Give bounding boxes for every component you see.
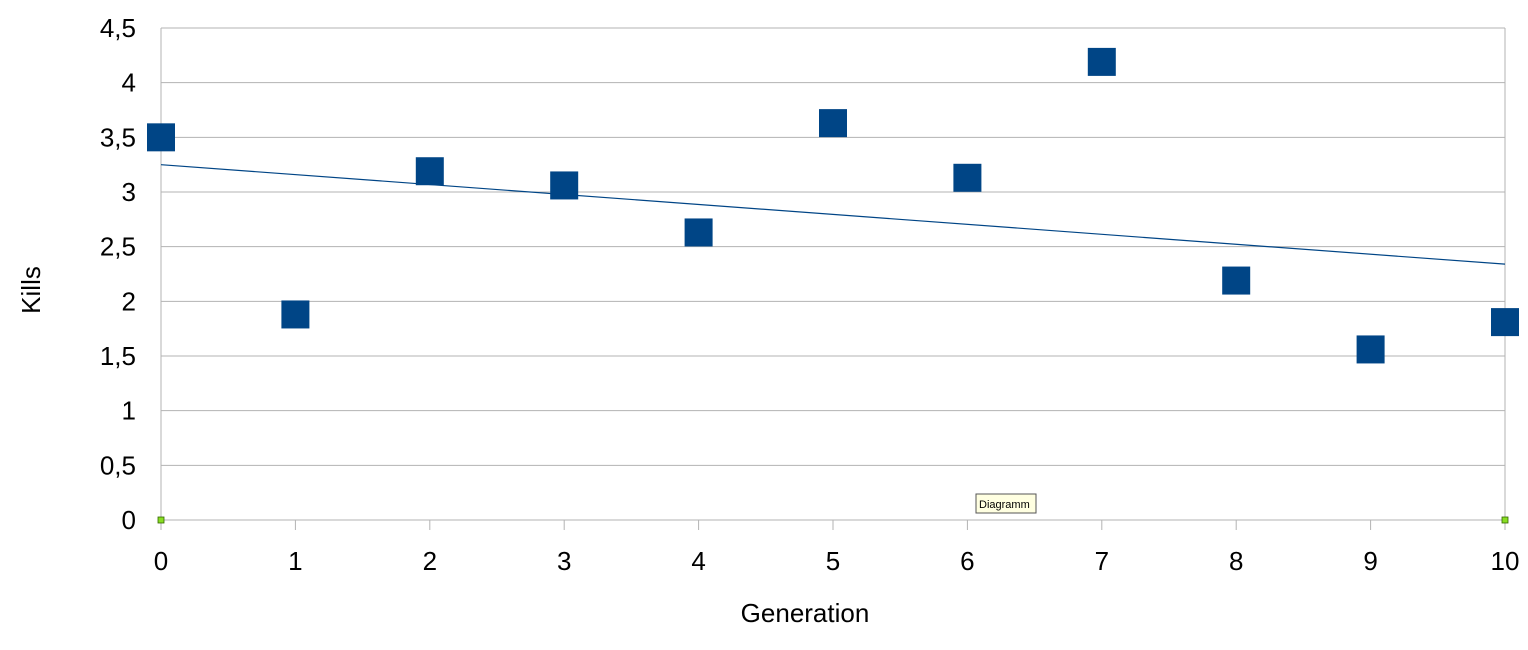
selection-handle[interactable] bbox=[1501, 516, 1509, 524]
selection-handle[interactable] bbox=[157, 516, 165, 524]
y-tick-label: 3 bbox=[122, 177, 136, 207]
x-tick-label: 1 bbox=[288, 546, 302, 576]
data-point bbox=[819, 109, 847, 138]
y-tick-labels: 0 0,5 1 1,5 2 2,5 3 3,5 4 4,5 bbox=[100, 13, 136, 535]
y-tick-label: 1,5 bbox=[100, 341, 136, 371]
x-tick-label: 9 bbox=[1363, 546, 1377, 576]
x-axis-title: Generation bbox=[741, 598, 870, 628]
selection-handles[interactable] bbox=[157, 516, 1509, 524]
data-point bbox=[1491, 308, 1519, 337]
y-tick-label: 4,5 bbox=[100, 13, 136, 43]
y-tick-label: 3,5 bbox=[100, 122, 136, 152]
x-tick-label: 2 bbox=[423, 546, 437, 576]
y-tick-label: 2 bbox=[122, 286, 136, 316]
data-points bbox=[147, 47, 1519, 364]
y-tick-label: 1 bbox=[122, 396, 136, 426]
y-tick-label: 2,5 bbox=[100, 232, 136, 262]
tooltip-text: Diagramm bbox=[979, 499, 1030, 511]
data-point bbox=[684, 218, 713, 247]
data-point bbox=[1356, 335, 1385, 364]
data-point bbox=[1222, 266, 1251, 295]
y-axis-title: Kills bbox=[16, 266, 46, 314]
data-point bbox=[1087, 47, 1116, 76]
x-tick-label: 0 bbox=[154, 546, 168, 576]
tooltip-box bbox=[975, 493, 1037, 514]
data-point bbox=[550, 171, 579, 200]
data-point bbox=[415, 157, 444, 186]
data-point bbox=[281, 300, 310, 329]
trendline-line bbox=[160, 164, 1506, 265]
y-tick-label: 0,5 bbox=[100, 450, 136, 480]
x-tick-label: 5 bbox=[826, 546, 840, 576]
data-point bbox=[953, 163, 982, 192]
data-point bbox=[147, 123, 175, 152]
axes bbox=[160, 28, 1506, 530]
gridlines bbox=[161, 27, 1506, 520]
x-tick-label: 6 bbox=[960, 546, 974, 576]
x-tick-labels: 0 1 2 3 4 5 6 7 8 9 10 bbox=[154, 546, 1520, 576]
x-tick-label: 3 bbox=[557, 546, 571, 576]
trendline bbox=[160, 164, 1506, 265]
x-tick-label: 4 bbox=[691, 546, 705, 576]
tooltip: Diagramm bbox=[975, 493, 1037, 514]
x-tick-label: 8 bbox=[1229, 546, 1243, 576]
y-tick-label: 4 bbox=[122, 68, 136, 98]
y-tick-label: 0 bbox=[122, 505, 136, 535]
x-tick-label: 7 bbox=[1095, 546, 1109, 576]
x-tick-label: 10 bbox=[1491, 546, 1520, 576]
